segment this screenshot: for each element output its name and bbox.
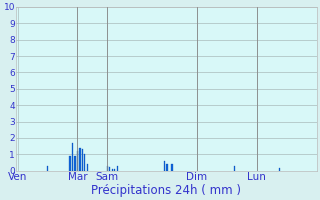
Bar — [74, 156, 76, 171]
Bar — [77, 151, 78, 171]
Bar — [84, 154, 85, 171]
Bar — [112, 169, 113, 171]
Bar — [72, 143, 73, 171]
Bar — [114, 169, 116, 171]
Bar — [172, 164, 173, 171]
Bar — [109, 167, 110, 171]
Bar — [69, 156, 70, 171]
Bar — [79, 148, 81, 171]
Bar — [87, 164, 88, 171]
Bar — [107, 166, 108, 171]
Bar — [166, 164, 168, 171]
Bar — [164, 161, 165, 171]
Bar — [116, 166, 118, 171]
Bar — [278, 168, 280, 171]
Bar — [82, 149, 83, 171]
Bar — [234, 166, 235, 171]
X-axis label: Précipitations 24h ( mm ): Précipitations 24h ( mm ) — [92, 184, 242, 197]
Bar — [47, 166, 48, 171]
